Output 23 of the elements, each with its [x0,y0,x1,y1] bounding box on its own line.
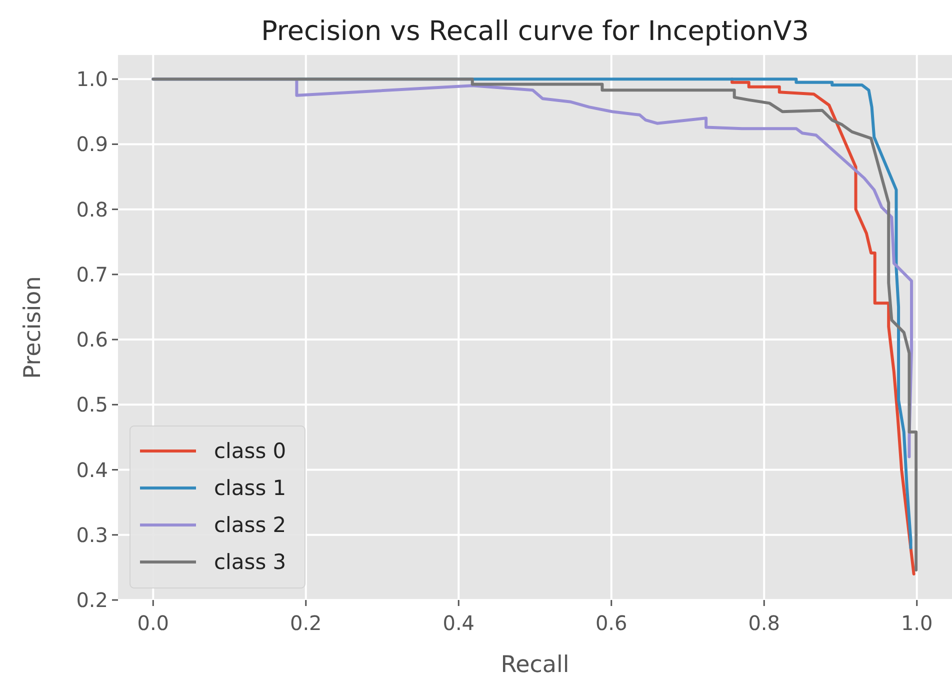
y-tick-label: 0.3 [76,522,108,547]
y-tick-label: 0.6 [76,328,108,352]
x-tick-label: 0.2 [290,611,322,635]
legend-label: class 2 [214,513,286,537]
x-tick-label: 0.0 [137,611,170,635]
x-axis-title: Recall [500,652,570,678]
y-tick-label: 0.7 [76,262,108,286]
y-tick-label: 1.0 [76,67,108,92]
x-tick-label: 0.4 [442,611,475,635]
legend-label: class 3 [214,550,286,574]
y-tick-label: 0.9 [76,132,108,156]
line-series [730,78,916,576]
y-tick-label: 0.4 [76,458,108,482]
x-tick-label: 0.6 [595,611,628,635]
x-tick-label: 1.0 [900,611,933,635]
legend-label: class 0 [214,439,286,463]
chart-title: Precision vs Recall curve for InceptionV3 [261,16,809,47]
y-tick-label: 0.2 [76,588,108,612]
y-tick-label: 0.8 [76,197,108,222]
y-axis-title: Precision [20,276,46,379]
legend-label: class 1 [214,476,286,500]
x-tick-label: 0.8 [748,611,780,635]
y-tick-label: 0.5 [76,392,108,417]
